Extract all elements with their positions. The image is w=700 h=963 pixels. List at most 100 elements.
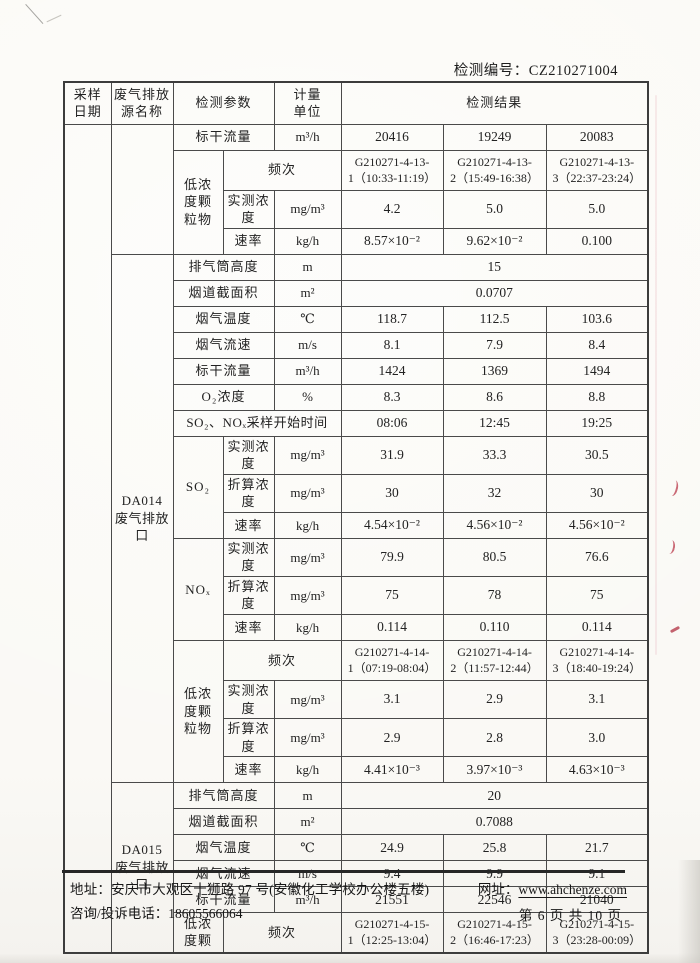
table-row: 折算浓度 mg/m³ 2.9 2.8 3.0: [64, 718, 649, 758]
param-cell: 实测浓度: [222, 679, 275, 720]
unit-cell: m³/h: [273, 886, 342, 914]
value-cell: 33.3: [442, 435, 547, 475]
source-cell-da015: DA015 废气排放 口: [110, 782, 174, 954]
param-cell: 烟道截面积: [172, 808, 275, 836]
unit-cell: kg/h: [273, 756, 342, 784]
value-cell: 9.62×10⁻²: [442, 227, 547, 255]
footer-website-label: 网址：: [477, 882, 519, 897]
value-cell: 30: [340, 473, 444, 513]
value-cell: 2.9: [442, 679, 547, 720]
report-number-label: 检测编号：: [453, 63, 529, 79]
value-cell: G210271-4-15- 1（12:25-13:04）: [340, 912, 444, 954]
param-cell: 频次: [222, 639, 342, 681]
footer-phone-label: 咨询/投诉电话：: [70, 906, 169, 921]
value-cell: 3.1: [340, 679, 444, 720]
report-number: 检测编号：CZ210271004: [454, 59, 618, 80]
unit-cell: m/s: [273, 860, 342, 888]
value-cell: 103.6: [545, 305, 649, 333]
value-cell: 5.0: [442, 189, 547, 229]
value-cell: 4.56×10⁻²: [545, 511, 649, 539]
value-cell: 0.110: [442, 613, 547, 641]
footer-page-number: 第 6 页 共 10 页: [518, 908, 622, 923]
value-cell: 1369: [442, 357, 547, 385]
table-row: 烟气温度 ℃ 24.9 25.8 21.7: [64, 834, 649, 862]
table-header-row: 采样 日期 废气排放 源名称 检测参数 计量 单位 检测结果: [63, 81, 649, 125]
value-cell: 76.6: [545, 537, 649, 577]
unit-cell: mg/m³: [273, 473, 342, 513]
scan-artifact-red-mark: [669, 625, 681, 634]
table-row: DA015 废气排放 口 排气筒高度 m 20: [64, 782, 649, 954]
value-cell: 9.9: [442, 860, 547, 888]
value-cell: 30: [545, 473, 649, 513]
value-cell: G210271-4-14- 2（11:57-12:44）: [442, 639, 547, 681]
value-cell: 19249: [442, 123, 547, 151]
unit-cell: m²: [273, 808, 342, 836]
value-cell: 32: [442, 473, 547, 513]
value-cell: G210271-4-15- 2（16:46-17:23）: [442, 912, 547, 954]
value-cell: 21.7: [545, 834, 649, 862]
unit-cell: %: [273, 383, 342, 411]
table-row: 速率 kg/h 4.41×10⁻³ 3.97×10⁻³ 4.63×10⁻³: [64, 756, 649, 784]
unit-cell: ℃: [273, 305, 342, 333]
group-cell-so2: SO₂: [172, 435, 224, 539]
value-cell: G210271-4-13- 3（22:37-23:24）: [545, 149, 649, 191]
unit-cell: mg/m³: [273, 718, 342, 758]
group-cell-nox: NOₓ: [172, 537, 224, 641]
value-cell: 3.1: [545, 679, 649, 720]
source-cell-da014: DA014 废气排放 口: [110, 253, 174, 784]
param-cell: 标干流量: [172, 123, 275, 151]
value-cell: 4.41×10⁻³: [340, 756, 444, 784]
value-cell: 1424: [340, 357, 444, 385]
value-cell: 3.97×10⁻³: [442, 756, 547, 784]
scan-artifact-red-mark: [664, 539, 677, 555]
footer-address-label: 地址：: [70, 882, 112, 897]
value-cell: 8.57×10⁻²: [340, 227, 444, 255]
footer-website-url: www.ahchenze.com: [518, 882, 627, 897]
value-cell: 8.6: [442, 383, 547, 411]
param-cell: 频次: [222, 912, 342, 954]
value-cell: 5.0: [545, 189, 649, 229]
param-cell: 速率: [222, 756, 275, 784]
value-cell: 1494: [545, 357, 649, 385]
table-row: 烟气流速 m/s 8.1 7.9 8.4: [64, 331, 649, 359]
value-cell: 19:25: [545, 409, 649, 437]
table-row: 折算浓度 mg/m³ 75 78 75: [64, 575, 649, 615]
value-cell: 22546: [442, 886, 547, 914]
value-cell: 12:45: [442, 409, 547, 437]
header-cell-parameter: 检测参数: [172, 81, 275, 125]
scan-artifact-red-mark: [666, 479, 681, 497]
value-cell: 0.114: [545, 613, 649, 641]
value-cell: G210271-4-13- 1（10:33-11:19）: [340, 149, 444, 191]
table-row: 实测浓度 mg/m³ 3.1 2.9 3.1: [64, 679, 649, 720]
unit-cell: mg/m³: [273, 435, 342, 475]
param-cell: 折算浓度: [222, 473, 275, 513]
value-cell: 3.0: [545, 718, 649, 758]
scan-shadow-bottom: [0, 953, 700, 963]
scan-artifact-pink-streak: [655, 95, 657, 655]
value-cell: G210271-4-13- 2（15:49-16:38）: [442, 149, 547, 191]
header-cell-unit: 计量 单位: [273, 81, 342, 125]
unit-cell: mg/m³: [273, 189, 342, 229]
value-cell: 24.9: [340, 834, 444, 862]
param-cell: 折算浓度: [222, 575, 275, 615]
footer-address-value: 安庆市大观区十狮路 97 号(安徽化工学校办公楼五楼): [111, 882, 430, 897]
header-cell-result: 检测结果: [340, 81, 649, 125]
value-cell: 0.114: [340, 613, 444, 641]
value-cell: 8.4: [545, 331, 649, 359]
report-number-value: CZ210271004: [528, 63, 618, 79]
param-cell: 烟气温度: [172, 305, 275, 333]
value-cell: 7.9: [442, 331, 547, 359]
table-row: 标干流量 m³/h 21551 22546 21040: [64, 886, 649, 914]
value-cell: G210271-4-14- 3（18:40-19:24）: [545, 639, 649, 681]
value-cell: G210271-4-14- 1（07:19-08:04）: [340, 639, 444, 681]
unit-cell: m: [273, 253, 342, 281]
param-cell: 速率: [222, 511, 275, 539]
source-cell-blank: [110, 123, 174, 255]
value-cell: 4.56×10⁻²: [442, 511, 547, 539]
value-cell: 21551: [340, 886, 444, 914]
value-cell: 78: [442, 575, 547, 615]
table-row: 低浓 度颗 粒物 频次 G210271-4-13- 1（10:33-11:19）…: [64, 149, 649, 255]
param-cell: 烟道截面积: [172, 279, 275, 307]
param-cell: 烟气温度: [172, 834, 275, 862]
